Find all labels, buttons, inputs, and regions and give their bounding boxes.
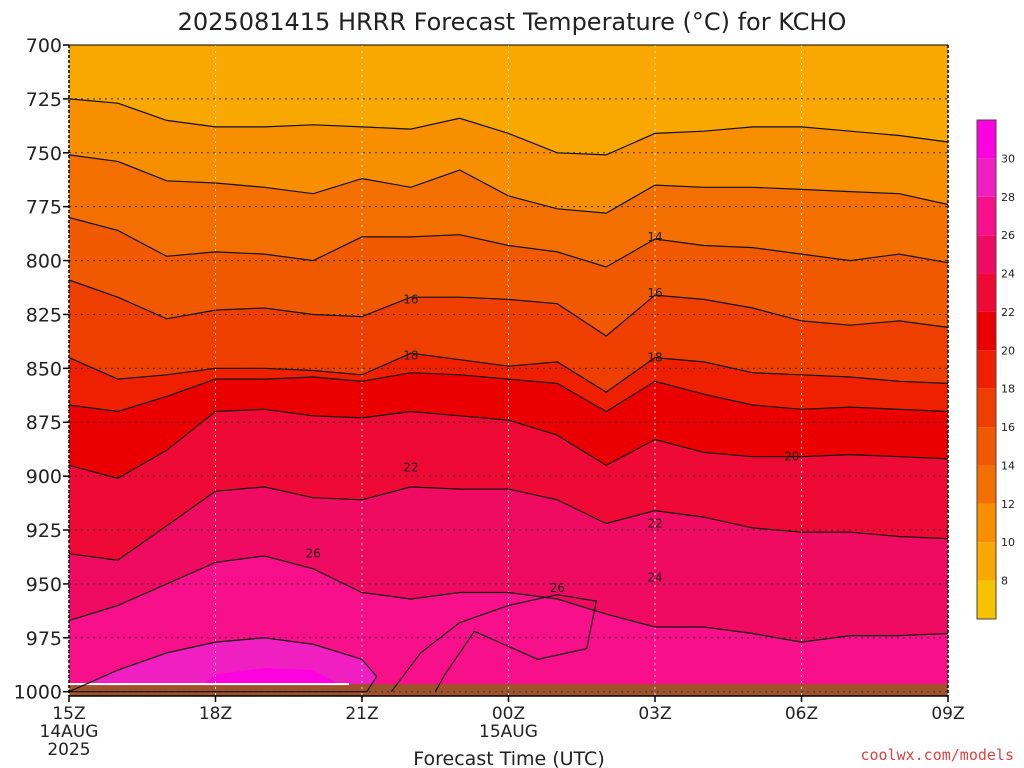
colorbar-swatch-6 (977, 350, 996, 389)
y-tick-label-1000: 1000 (14, 682, 62, 704)
y-tick-label-700: 700 (26, 35, 62, 57)
isotherm-label-9: 26 (306, 547, 321, 561)
x-date-label-9: 15AUG (479, 722, 538, 742)
colorbar-label-16: 16 (1001, 421, 1015, 434)
colorbar-label-10: 10 (1001, 536, 1015, 549)
colorbar-swatch-0 (977, 580, 996, 619)
isotherm-22 (68, 372, 949, 413)
plot-area (69, 45, 948, 696)
y-tick-label-750: 750 (26, 143, 62, 165)
isotherm-labels: 14 16 16 18 18 20 22 22 24 26 26 (306, 230, 800, 595)
isotherm-label-4: 18 (647, 351, 662, 365)
isotherm-label-1: 16 (403, 292, 418, 306)
y-axis: 700 725 750 775 800 825 850 875 900 925 950 975 1000 (14, 35, 949, 704)
x-tick-label-15: 06Z (785, 704, 818, 724)
y-tick-label-725: 725 (26, 89, 62, 111)
colorbar-swatch-9 (977, 235, 996, 274)
x-year-label-0: 2025 (47, 740, 90, 760)
colorbar-label-24: 24 (1001, 268, 1015, 281)
isotherm-20 (68, 352, 949, 393)
colorbar-swatch-7 (977, 311, 996, 351)
isotherm-26-core (390, 594, 598, 693)
chart-title: 2025081415 HRRR Forecast Temperature (°C… (178, 8, 847, 36)
y-tick-label-825: 825 (26, 304, 62, 326)
colorbar-swatch-5 (977, 388, 996, 428)
colorbar-swatch-12 (977, 120, 996, 159)
x-axis-title: Forecast Time (UTC) (413, 748, 604, 768)
isotherm-label-2: 16 (647, 286, 662, 300)
y-tick-label-850: 850 (26, 358, 62, 380)
x-tick-label-12: 03Z (638, 704, 671, 724)
y-tick-label-950: 950 (26, 574, 62, 596)
colorbar-label-12: 12 (1001, 498, 1015, 511)
isotherm-label-3: 18 (403, 348, 418, 362)
colorbar-swatch-10 (977, 196, 996, 236)
isotherm-label-6: 22 (403, 461, 418, 475)
x-tick-label-9: 00Z (492, 704, 525, 724)
isotherm-16 (68, 216, 949, 268)
isotherm-18 (68, 279, 949, 337)
y-tick-label-875: 875 (26, 412, 62, 434)
colorbar-label-14: 14 (1001, 459, 1015, 472)
y-tick-label-925: 925 (26, 520, 62, 542)
colorbar-label-26: 26 (1001, 229, 1015, 242)
colorbar-swatch-1 (977, 542, 996, 581)
x-tick-label-6: 21Z (345, 704, 378, 724)
credit-link[interactable]: coolwx.com/models (860, 746, 1014, 764)
colorbar-label-8: 8 (1001, 575, 1008, 588)
colorbar-swatch-11 (977, 158, 996, 197)
isotherm-label-0: 14 (647, 230, 662, 244)
isotherm-28-core (68, 637, 378, 693)
y-tick-label-975: 975 (26, 628, 62, 650)
y-tick-label-800: 800 (26, 251, 62, 273)
x-date-label-0: 14AUG (40, 722, 99, 742)
colorbar-swatch-4 (977, 427, 996, 466)
colorbar-frame (976, 119, 997, 620)
isotherm-lines (68, 98, 949, 693)
colorbar-label-20: 20 (1001, 344, 1015, 357)
isotherm-12 (68, 98, 949, 156)
isotherm-label-10: 26 (550, 581, 565, 595)
colorbar-swatch-3 (977, 465, 996, 504)
colorbar: 8 10 12 14 16 18 20 22 24 26 28 30 (976, 119, 1015, 620)
colorbar-label-18: 18 (1001, 383, 1015, 396)
y-tick-label-900: 900 (26, 466, 62, 488)
isotherm-28 (68, 555, 949, 643)
isotherm-label-7: 22 (647, 517, 662, 531)
y-tick-label-775: 775 (26, 197, 62, 219)
ground-edge (69, 683, 349, 686)
x-tick-label-3: 18Z (199, 704, 232, 724)
colorbar-swatch-2 (977, 503, 996, 543)
x-tick-label-18: 09Z (931, 704, 964, 724)
ground-strip (69, 684, 948, 696)
isotherm-label-8: 24 (647, 570, 662, 584)
colorbar-label-28: 28 (1001, 191, 1015, 204)
colorbar-label-30: 30 (1001, 152, 1015, 165)
isotherm-label-5: 20 (784, 450, 799, 464)
isotherm-14 (68, 154, 949, 214)
x-tick-label-0: 15Z (52, 704, 85, 724)
colorbar-label-22: 22 (1001, 306, 1015, 319)
colorbar-swatch-8 (977, 273, 996, 312)
isotherm-26 (68, 486, 949, 561)
isotherm-24 (68, 408, 949, 479)
